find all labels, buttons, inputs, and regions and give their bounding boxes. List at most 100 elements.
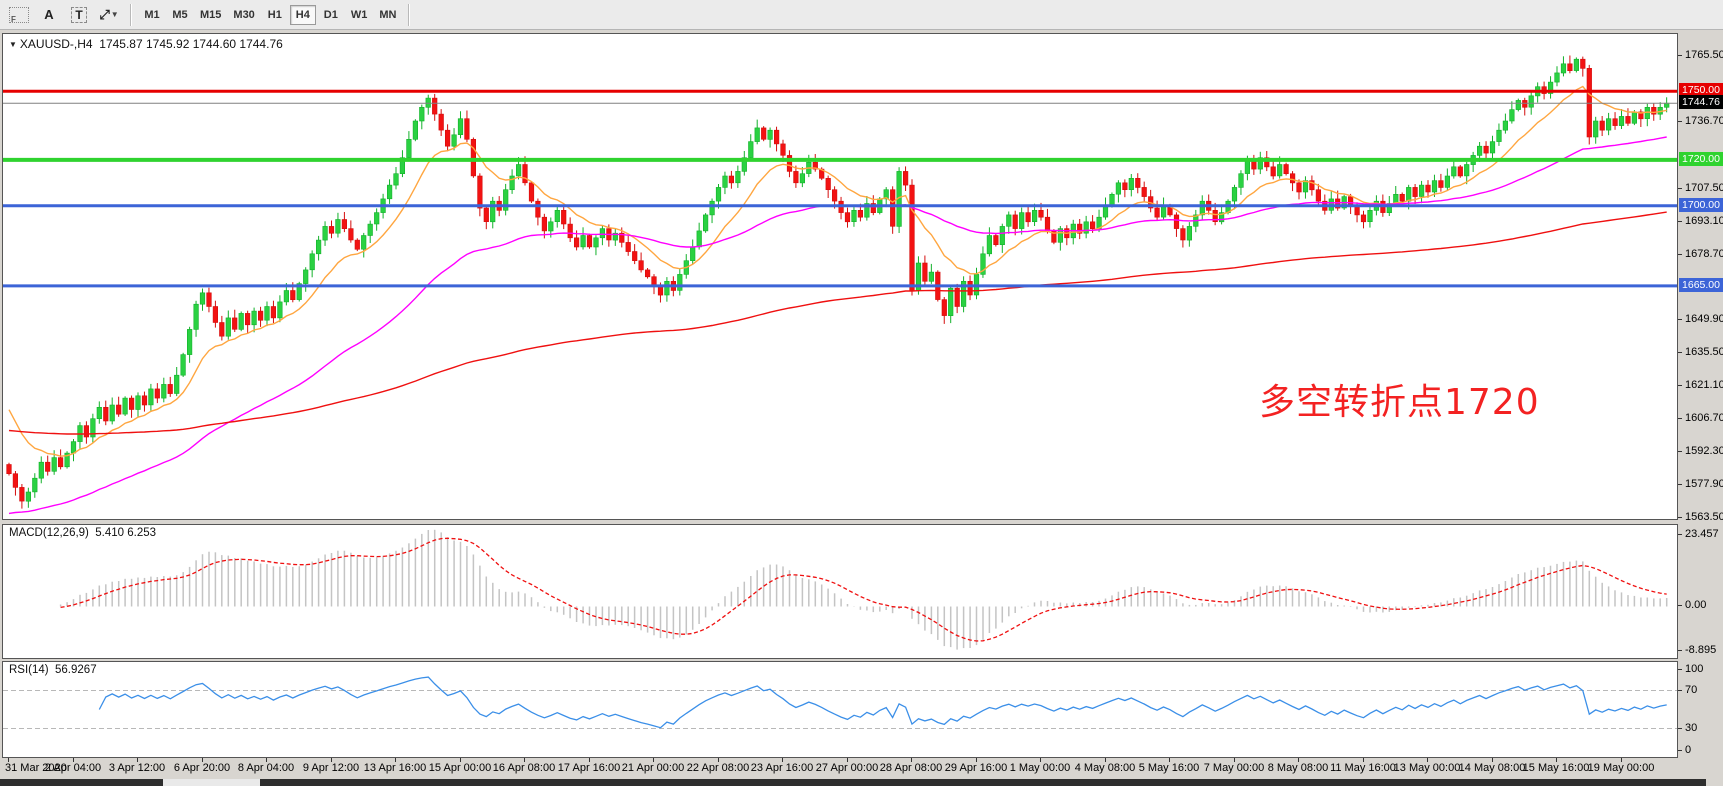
time-tick <box>589 758 590 762</box>
time-tick <box>1621 758 1622 762</box>
time-label: 27 Apr 00:00 <box>815 762 879 774</box>
toolbar-separator <box>408 3 411 26</box>
rsi-tick <box>1678 669 1682 670</box>
price-tick <box>1678 221 1682 222</box>
time-tick <box>395 758 396 762</box>
time-label: 31 Mar 2020 <box>5 762 67 774</box>
rsi-tick <box>1678 750 1682 751</box>
time-label: 6 Apr 20:00 <box>173 762 231 774</box>
price-tick <box>1678 418 1682 419</box>
price-tick-label: 1707.50 <box>1685 182 1723 194</box>
rsi-tick <box>1678 690 1682 691</box>
macd-tick-label: -8.895 <box>1685 644 1717 656</box>
macd-scale: 23.457 0.00 -8.895 <box>1678 524 1723 659</box>
toolbar-separator <box>130 3 132 26</box>
macd-plot <box>59 529 1668 650</box>
macd-tick-label: 0.00 <box>1685 599 1707 611</box>
price-tick <box>1678 254 1682 255</box>
time-label: 19 May 00:00 <box>1587 762 1655 774</box>
tf-button-M5[interactable]: M5 <box>167 5 193 25</box>
time-label: 13 May 00:00 <box>1393 762 1461 774</box>
price-tick <box>1678 121 1682 122</box>
time-label: 1 May 00:00 <box>1009 762 1071 774</box>
time-label: 4 May 08:00 <box>1074 762 1136 774</box>
macd-tick <box>1678 534 1682 535</box>
price-tick <box>1678 188 1682 189</box>
scrollbar-segment[interactable] <box>0 779 163 786</box>
macd-values: 5.410 6.253 <box>95 527 157 539</box>
time-tick <box>1427 758 1428 762</box>
time-label: 2 Apr 04:00 <box>44 762 102 774</box>
rsi-scale: 100 70 30 0 <box>1678 661 1723 758</box>
time-tick <box>1363 758 1364 762</box>
time-tick <box>1234 758 1235 762</box>
time-label: 11 May 16:00 <box>1330 762 1396 774</box>
tf-button-W1[interactable]: W1 <box>346 5 373 25</box>
price-tick-label: 1693.10 <box>1685 215 1723 227</box>
time-tick <box>1492 758 1493 762</box>
candlestick-plot[interactable] <box>3 34 1677 519</box>
time-tick <box>331 758 332 762</box>
rsi-tick-label: 30 <box>1685 722 1698 734</box>
tf-button-MN[interactable]: MN <box>374 5 401 25</box>
dropdown-caret-icon: ▼ <box>110 10 119 19</box>
macd-tick <box>1678 650 1682 651</box>
cursor-a-icon[interactable]: A <box>44 7 54 22</box>
price-badge: 1744.76 <box>1679 95 1723 109</box>
time-tick <box>137 758 138 762</box>
price-scale[interactable]: 1765.50 1736.70 1707.50 1693.10 1678.70 … <box>1678 33 1723 523</box>
time-label: 28 Apr 08:00 <box>879 762 943 774</box>
macd-panel[interactable]: MACD(12,26,9) 5.410 6.253 <box>2 524 1678 659</box>
price-tick <box>1678 517 1682 518</box>
time-tick <box>911 758 912 762</box>
time-tick <box>718 758 719 762</box>
arrows-tool-icon[interactable]: ⤢ ▼ <box>99 6 119 22</box>
tf-button-H1[interactable]: H1 <box>262 5 288 25</box>
macd-tick <box>1678 605 1682 606</box>
time-label: 21 Apr 00:00 <box>621 762 685 774</box>
time-tick <box>1298 758 1299 762</box>
price-tick-label: 1621.10 <box>1685 379 1723 391</box>
price-tick <box>1678 352 1682 353</box>
time-tick <box>524 758 525 762</box>
tf-button-M1[interactable]: M1 <box>139 5 165 25</box>
macd-label: MACD(12,26,9) 5.410 6.253 <box>9 527 157 539</box>
time-tick <box>1169 758 1170 762</box>
time-label: 3 Apr 12:00 <box>108 762 166 774</box>
time-label: 7 May 00:00 <box>1203 762 1265 774</box>
macd-tick-label: 23.457 <box>1685 528 1719 540</box>
price-badge: 1700.00 <box>1679 198 1723 212</box>
time-tick <box>1105 758 1106 762</box>
time-label: 13 Apr 16:00 <box>363 762 427 774</box>
time-tick <box>460 758 461 762</box>
text-tool-icon[interactable]: T <box>66 4 92 26</box>
tf-button-D1[interactable]: D1 <box>318 5 344 25</box>
rsi-tick-label: 0 <box>1685 744 1692 756</box>
price-tick-label: 1563.50 <box>1685 511 1723 523</box>
scrollbar-segment[interactable] <box>260 779 1706 786</box>
tf-button-H4[interactable]: H4 <box>289 4 316 25</box>
time-label: 22 Apr 08:00 <box>686 762 750 774</box>
price-badge: 1750.00 <box>1679 83 1723 97</box>
time-tick <box>782 758 783 762</box>
price-tick-label: 1765.50 <box>1685 49 1723 61</box>
price-tick-label: 1635.50 <box>1685 346 1723 358</box>
indicator-grid-icon[interactable]: F <box>6 4 32 26</box>
rsi-panel[interactable]: RSI(14) 56.9267 <box>2 661 1678 758</box>
time-label: 9 Apr 12:00 <box>302 762 360 774</box>
main-chart-panel[interactable]: ▼ XAUUSD-,H4 1745.87 1745.92 1744.60 1744… <box>2 33 1678 520</box>
tf-button-M30[interactable]: M30 <box>228 5 259 25</box>
rsi-tick-label: 100 <box>1685 663 1704 675</box>
price-tick-label: 1736.70 <box>1685 115 1723 127</box>
time-axis[interactable]: 31 Mar 2020 2 Apr 04:00 3 Apr 12:00 6 Ap… <box>2 758 1678 778</box>
chart-annotation-text[interactable]: 多空转折点1720 <box>1259 382 1540 423</box>
rsi-plot <box>3 676 1677 729</box>
rsi-value: 56.9267 <box>55 664 97 676</box>
time-label: 8 May 08:00 <box>1267 762 1329 774</box>
time-label: 15 Apr 00:00 <box>428 762 492 774</box>
time-label: 16 Apr 08:00 <box>492 762 556 774</box>
time-label: 23 Apr 16:00 <box>750 762 814 774</box>
time-label: 5 May 16:00 <box>1138 762 1200 774</box>
tf-button-M15[interactable]: M15 <box>195 5 226 25</box>
